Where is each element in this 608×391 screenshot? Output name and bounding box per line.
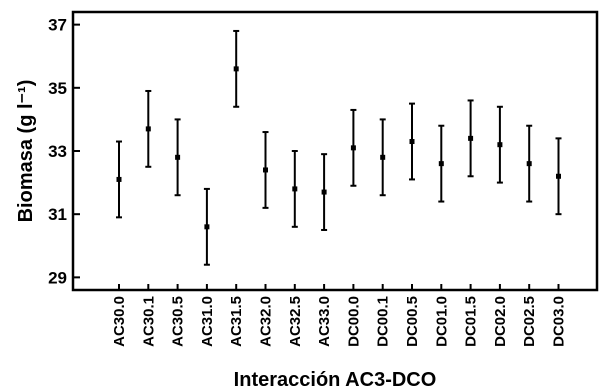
mean-point: [292, 186, 298, 192]
mean-point: [468, 135, 474, 141]
mean-point: [438, 161, 444, 167]
y-tick-label: 31: [48, 205, 67, 224]
x-tick-label: AC30.1: [140, 296, 157, 347]
y-tick-label: 29: [48, 268, 67, 287]
y-axis: 29 31 33 35 37: [48, 16, 80, 287]
mean-point: [526, 161, 532, 167]
x-tick-label: DC01.0: [433, 296, 450, 347]
x-tick-label: DC02.5: [521, 296, 538, 347]
x-tick-label: AC30.0: [111, 296, 128, 347]
mean-point: [233, 66, 239, 72]
y-tick-label: 37: [48, 16, 67, 35]
mean-point: [321, 189, 327, 195]
plot-frame: [71, 10, 599, 292]
y-axis-label: Biomasa (g l⁻¹): [15, 80, 37, 223]
mean-point: [145, 126, 151, 132]
x-tick-label: DC00.1: [375, 296, 392, 347]
mean-point: [497, 142, 503, 148]
mean-point: [409, 139, 415, 145]
x-tick-label: DC03.0: [551, 296, 568, 347]
y-tick-label: 33: [48, 142, 67, 161]
x-tick-label: AC33.0: [316, 296, 333, 347]
x-tick-label: DC00.0: [345, 296, 362, 347]
x-tick-label: DC02.0: [492, 296, 509, 347]
mean-point: [350, 145, 356, 151]
mean-point: [175, 154, 181, 160]
mean-point: [556, 173, 561, 179]
x-tick-label: AC31.5: [228, 296, 245, 347]
x-axis-label: Interacción AC3-DCO: [234, 369, 437, 391]
error-bars: [116, 29, 562, 266]
x-tick-label: AC32.5: [287, 296, 304, 347]
x-tick-label: AC30.5: [170, 296, 187, 347]
x-tick-label: DC01.5: [463, 296, 480, 347]
mean-point: [116, 176, 122, 182]
mean-point: [380, 154, 386, 160]
mean-point: [263, 167, 268, 173]
mean-point: [204, 224, 210, 230]
x-tick-label: AC32.0: [258, 296, 275, 347]
x-axis: AC30.0 AC30.1 AC30.5 AC31.0 AC31.5 AC32.0 AC32…: [111, 284, 568, 347]
x-tick-label: DC00.5: [404, 296, 421, 347]
x-tick-label: AC31.0: [199, 296, 216, 347]
y-tick-label: 35: [48, 79, 67, 98]
